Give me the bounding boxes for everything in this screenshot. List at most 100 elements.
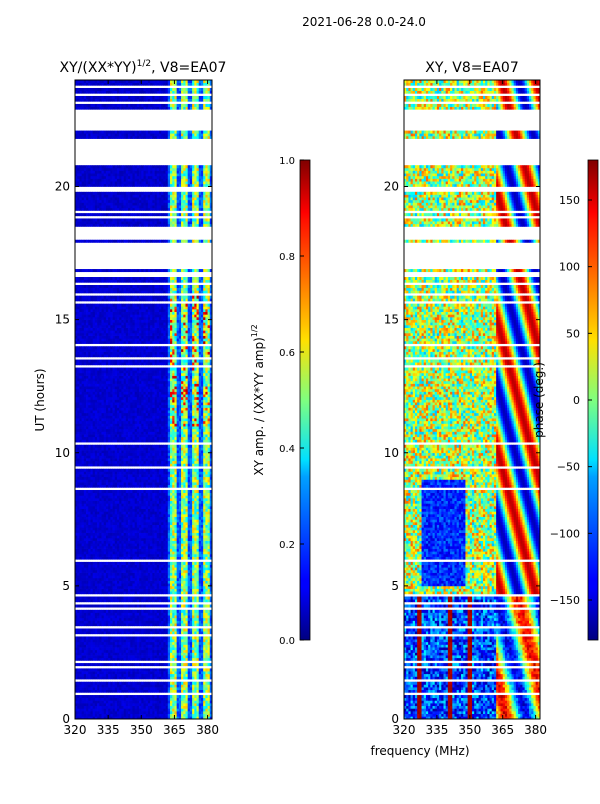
heatmap-cell [179, 538, 182, 541]
heatmap-cell [141, 663, 144, 666]
heatmap-cell [137, 684, 140, 687]
heatmap-cell [177, 655, 180, 658]
heatmap-cell [121, 479, 124, 482]
heatmap-cell [137, 628, 140, 631]
heatmap-cell [201, 522, 204, 525]
heatmap-cell [190, 668, 193, 671]
heatmap-cell [99, 690, 102, 693]
heatmap-cell [203, 509, 206, 512]
heatmap-cell [95, 690, 98, 693]
heatmap-cell [137, 554, 140, 557]
heatmap-cell [194, 519, 197, 522]
heatmap-cell [79, 690, 82, 693]
heatmap-cell [95, 535, 98, 538]
heatmap-cell [148, 639, 151, 642]
heatmap-cell [121, 554, 124, 557]
heatmap-cell [208, 530, 211, 533]
heatmap-cell [172, 644, 175, 647]
heatmap-cell [108, 511, 111, 514]
heatmap-cell [102, 503, 105, 506]
heatmap-cell [146, 549, 149, 552]
heatmap-cell [84, 631, 87, 634]
heatmap-cell [110, 554, 113, 557]
heatmap-cell [113, 562, 116, 565]
heatmap-cell [115, 631, 118, 634]
heatmap-cell [159, 503, 162, 506]
heatmap-cell [168, 530, 171, 533]
heatmap-cell [104, 687, 107, 690]
heatmap-cell [166, 557, 169, 560]
heatmap-cell [166, 642, 169, 645]
heatmap-cell [152, 551, 155, 554]
heatmap-cell [161, 589, 164, 592]
heatmap-cell [155, 620, 158, 623]
heatmap-cell [174, 565, 177, 568]
heatmap-cell [135, 543, 138, 546]
heatmap-cell [197, 591, 200, 594]
heatmap-cell [82, 578, 85, 581]
heatmap-cell [135, 682, 138, 685]
heatmap-cell [102, 517, 105, 520]
heatmap-cell [192, 674, 195, 677]
heatmap-cell [208, 575, 211, 578]
heatmap-cell [84, 557, 87, 560]
heatmap-cell [170, 628, 173, 631]
heatmap-cell [106, 676, 109, 679]
heatmap-cell [88, 639, 91, 642]
heatmap-cell [132, 631, 135, 634]
heatmap-cell [148, 628, 151, 631]
heatmap-cell [192, 519, 195, 522]
heatmap-cell [174, 530, 177, 533]
heatmap-cell [97, 519, 100, 522]
heatmap-cell [159, 658, 162, 661]
heatmap-cell [90, 613, 93, 616]
heatmap-cell [86, 583, 89, 586]
heatmap-cell [201, 570, 204, 573]
heatmap-cell [99, 519, 102, 522]
heatmap-cell [205, 591, 208, 594]
heatmap-cell [141, 700, 144, 703]
heatmap-cell [174, 628, 177, 631]
heatmap-cell [108, 671, 111, 674]
heatmap-cell [93, 647, 96, 650]
heatmap-cell [183, 671, 186, 674]
heatmap-cell [166, 615, 169, 618]
heatmap-cell [110, 485, 113, 488]
heatmap-cell [208, 551, 211, 554]
heatmap-cell [95, 490, 98, 493]
heatmap-cell [183, 714, 186, 717]
heatmap-cell [161, 479, 164, 482]
heatmap-cell [161, 671, 164, 674]
heatmap-cell [188, 668, 191, 671]
heatmap-cell [159, 698, 162, 701]
heatmap-cell [150, 557, 153, 560]
heatmap-cell [104, 543, 107, 546]
heatmap-cell [157, 519, 160, 522]
heatmap-cell [90, 655, 93, 658]
heatmap-cell [152, 509, 155, 512]
heatmap-cell [163, 503, 166, 506]
heatmap-cell [181, 711, 184, 714]
heatmap-cell [161, 543, 164, 546]
heatmap-cell [152, 589, 155, 592]
heatmap-cell [84, 620, 87, 623]
heatmap-cell [113, 711, 116, 714]
heatmap-cell [168, 647, 171, 650]
heatmap-cell [86, 565, 89, 568]
heatmap-cell [88, 613, 91, 616]
heatmap-cell [181, 554, 184, 557]
heatmap-cell [146, 525, 149, 528]
heatmap-cell [106, 642, 109, 645]
heatmap-cell [117, 597, 120, 600]
heatmap-cell [205, 671, 208, 674]
heatmap-cell [197, 711, 200, 714]
heatmap-cell [119, 498, 122, 501]
heatmap-cell [135, 647, 138, 650]
heatmap-cell [172, 575, 175, 578]
heatmap-cell [205, 613, 208, 616]
heatmap-cell [170, 711, 173, 714]
heatmap-cell [157, 501, 160, 504]
heatmap-cell [130, 479, 133, 482]
heatmap-cell [121, 684, 124, 687]
heatmap-cell [181, 509, 184, 512]
